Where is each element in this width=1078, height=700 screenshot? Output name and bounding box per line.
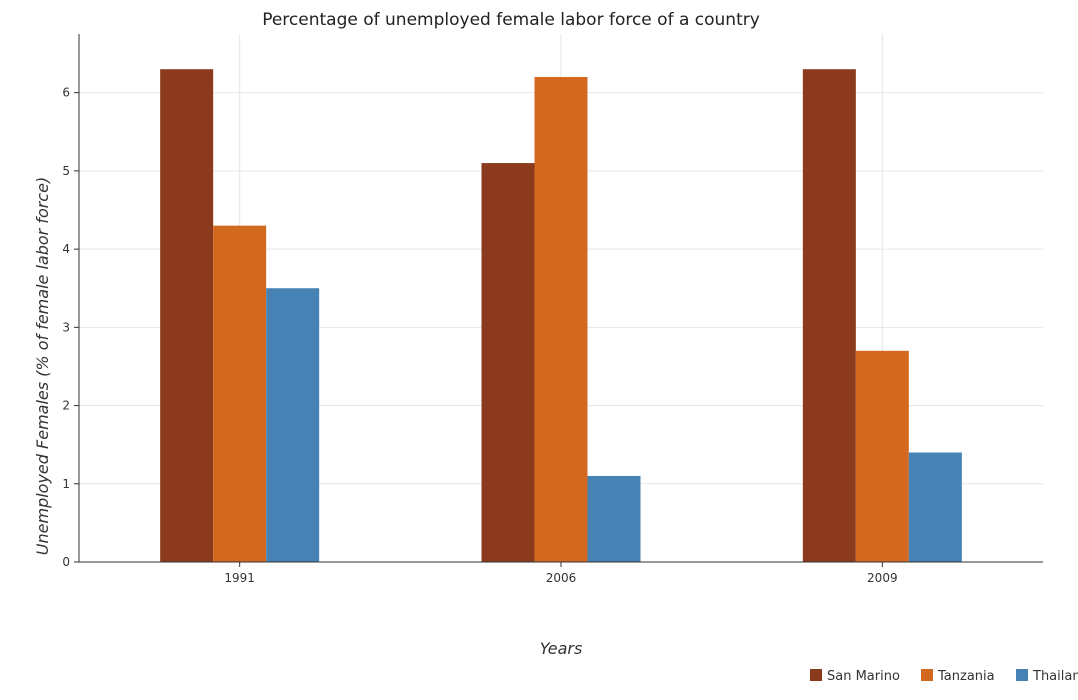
- axes: 0 1 2 3 4 5 6 1991 2006 2009: [62, 34, 1043, 585]
- bar-thailand-2006: [587, 475, 641, 562]
- y-tick-label: 6: [62, 86, 70, 100]
- chart-title: Percentage of unemployed female labor fo…: [262, 10, 760, 30]
- x-tick-label: 2009: [867, 571, 898, 585]
- x-tick-label: 1991: [224, 571, 255, 585]
- x-tick-label: 2006: [546, 571, 577, 585]
- y-axis-title: Unemployed Females (% of female labor fo…: [33, 177, 52, 555]
- legend: San Marino Tanzania Thailand: [810, 669, 1078, 684]
- bar-tanzania-1991: [213, 225, 267, 562]
- bar-tanzania-2006: [534, 77, 588, 563]
- bar-tanzania-2009: [855, 350, 909, 562]
- bar-san-marino-2006: [481, 163, 535, 563]
- y-tick-label: 2: [62, 399, 70, 413]
- legend-label: San Marino: [827, 669, 900, 684]
- y-tick-label: 5: [62, 164, 70, 178]
- y-tick-label: 3: [62, 320, 70, 334]
- legend-swatch: [921, 669, 933, 681]
- bar-san-marino-1991: [160, 69, 214, 562]
- y-tick-label: 4: [62, 242, 70, 256]
- bars: [160, 69, 962, 563]
- x-axis-title: Years: [540, 639, 583, 658]
- y-tick-label: 0: [62, 555, 70, 569]
- bar-san-marino-2009: [802, 69, 856, 562]
- y-tick-label: 1: [62, 477, 70, 491]
- legend-swatch: [810, 669, 822, 681]
- bar-thailand-2009: [908, 452, 962, 562]
- legend-swatch: [1016, 669, 1028, 681]
- legend-label: Tanzania: [937, 669, 995, 684]
- legend-label: Thailand: [1032, 669, 1078, 684]
- bar-thailand-1991: [266, 288, 320, 562]
